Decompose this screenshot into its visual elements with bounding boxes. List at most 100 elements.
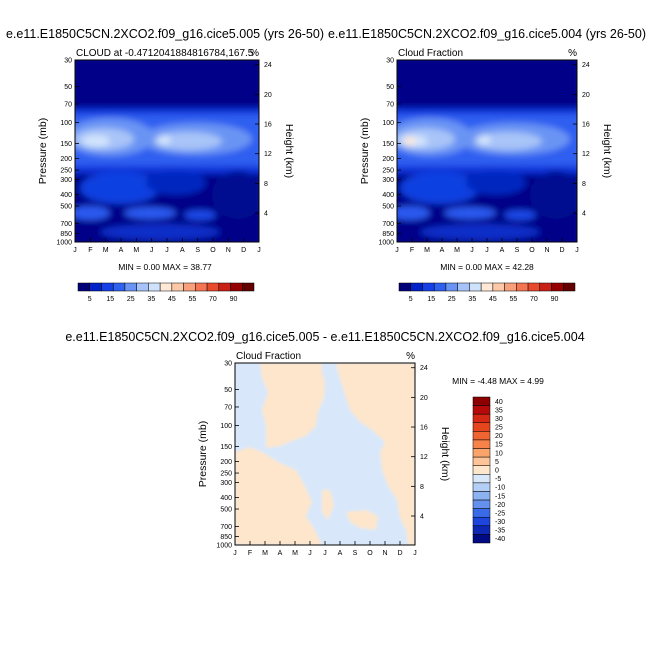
panel-3-colorbar-swatch xyxy=(472,516,491,527)
panel-2-colorbar-label: 70 xyxy=(530,296,538,303)
panel-1-colorbar-swatch xyxy=(101,282,114,292)
panel-1-colorbar-label: 25 xyxy=(127,296,135,303)
panel-3-subtitle-left: Cloud Fraction xyxy=(236,351,301,362)
panel-3-colorbar-label: -20 xyxy=(495,502,505,509)
panel-3-y-tick-label: 300 xyxy=(220,480,232,487)
panel-3-x-tick-label: F xyxy=(248,550,252,557)
panel-1-x-tick-label: N xyxy=(226,247,231,254)
panel-1-colorbar-swatch xyxy=(230,282,243,292)
panel-3-colorbar-swatch xyxy=(472,499,491,509)
panel-2-y-right-tick-label: 8 xyxy=(582,181,586,188)
panel-1-y-right-tick-label: 20 xyxy=(264,92,272,99)
panel-2-colorbar-swatch xyxy=(492,282,505,292)
panel-2-y-tick-label: 200 xyxy=(382,156,394,163)
panel-1-colorbar-swatch xyxy=(206,282,220,292)
panel-3-colorbar-swatch xyxy=(472,534,491,544)
panel-3-y-right-tick-label: 16 xyxy=(420,425,428,432)
panel-3-subtitle-right: % xyxy=(406,351,415,362)
panel-3-ylabel: Pressure (mb) xyxy=(197,421,209,488)
panel-3-y-tick-label: 30 xyxy=(224,361,232,368)
panel-3-x-tick-label: N xyxy=(382,550,387,557)
panel-3-y-tick-label: 500 xyxy=(220,507,232,514)
panel-1-x-tick-label: M xyxy=(103,247,109,254)
panel-3-colorbar-label: 40 xyxy=(495,399,503,406)
panel-1-y-right-tick-label: 16 xyxy=(264,122,272,129)
panel-3-y-axis-right: 24 20 16 12 8 4 xyxy=(411,365,428,521)
panel-1-y-right-tick-label: 24 xyxy=(264,62,272,69)
panel-3-colorbar-swatch xyxy=(472,508,491,518)
panel-1-y-tick-label: 500 xyxy=(60,204,72,211)
panel-1-colorbar-swatch xyxy=(218,282,231,292)
panel-1-plot-area xyxy=(75,60,259,242)
panel-3-colorbar-swatch xyxy=(472,448,491,458)
panel-1-y-axis-left: 30 50 70 100 150 200 250 300 400 500 700 850 1000 xyxy=(56,58,79,247)
panel-1-y-tick-label: 700 xyxy=(60,221,72,228)
panel-1-x-tick-label: J xyxy=(165,247,169,254)
panel-1-colorbar-swatch xyxy=(195,282,208,292)
panel-1-colorbar-swatch xyxy=(183,282,196,292)
panel-2-colorbar-label: 35 xyxy=(468,296,476,303)
panel-1-x-tick-label: J xyxy=(73,247,77,254)
panel-1-colorbar-label: 15 xyxy=(106,296,114,303)
panel-1-x-tick-label: J xyxy=(150,247,154,254)
panel-3-y-right-tick-label: 4 xyxy=(420,514,424,521)
panel-3-y-tick-label: 700 xyxy=(220,524,232,531)
panel-3-x-tick-label: J xyxy=(323,550,327,557)
panel-3-x-tick-label: J xyxy=(308,550,312,557)
panel-3-colorbar-swatch xyxy=(472,525,491,535)
panel-3-colorbar-label: -5 xyxy=(495,476,501,483)
panel-3-colorbar-swatch xyxy=(472,474,491,484)
panel-3-y-tick-label: 70 xyxy=(224,404,232,411)
panel-1-y-tick-label: 250 xyxy=(60,168,72,175)
panel-2-colorbar-label: 15 xyxy=(427,296,435,303)
panel-2-x-tick-label: F xyxy=(410,247,414,254)
panel-3-colorbar-label: 15 xyxy=(495,442,503,449)
panel-3-x-tick-label: O xyxy=(367,550,373,557)
panel-2-y-tick-label: 70 xyxy=(386,101,394,108)
panel-3-colorbar-swatch xyxy=(472,491,491,501)
panel-3-colorbar-label: -25 xyxy=(495,510,505,517)
panel-3-y-tick-label: 100 xyxy=(220,423,232,430)
panel-2-y-right-tick-label: 4 xyxy=(582,211,586,218)
panel-1-y-tick-label: 150 xyxy=(60,141,72,148)
panel-2-colorbar-swatch xyxy=(551,282,564,292)
panel-2-min-max: MIN = 0.00 MAX = 42.28 xyxy=(440,262,534,272)
panel-1-colorbar-swatch xyxy=(124,282,137,292)
panel-2-y-tick-label: 700 xyxy=(382,221,394,228)
panel-2-y-tick-label: 30 xyxy=(386,58,394,65)
panel-1-y-tick-label: 1000 xyxy=(56,240,72,247)
panel-2-colorbar-swatch xyxy=(527,282,541,292)
panel-3-colorbar-label: 20 xyxy=(495,433,503,440)
panel-3-y-right-tick-label: 20 xyxy=(420,395,428,402)
panel-1-colorbar-label: 70 xyxy=(209,296,217,303)
panel-1-colorbar-swatch xyxy=(159,282,173,292)
panel-2-colorbar-swatch xyxy=(422,282,435,292)
panel-1-title: e.e11.E1850C5CN.2XCO2.f09_g16.cice5.005 … xyxy=(6,27,324,41)
panel-2-colorbar-label: 45 xyxy=(489,296,497,303)
panel-3-ylabel-right: Height (km) xyxy=(439,427,451,481)
panel-3-colorbar-swatch xyxy=(472,396,491,406)
panel-3-colorbar-label: 0 xyxy=(495,468,499,475)
panel-2-y-tick-label: 100 xyxy=(382,120,394,127)
panel-2-subtitle-right: % xyxy=(568,48,577,59)
panel-1-x-tick-label: A xyxy=(180,247,185,254)
panel-2: e.e11.E1850C5CN.2XCO2.f09_g16.cice5.004 … xyxy=(328,27,646,303)
panel-1: e.e11.E1850C5CN.2XCO2.f09_g16.cice5.005 … xyxy=(6,27,324,303)
panel-3-colorbar-label: -10 xyxy=(495,485,505,492)
panel-3-x-tick-label: S xyxy=(353,550,358,557)
panel-1-ylabel: Pressure (mb) xyxy=(37,118,49,185)
panel-3-y-right-tick-label: 24 xyxy=(420,365,428,372)
panel-2-colorbar-swatch xyxy=(457,282,470,292)
panel-3-y-right-tick-label: 12 xyxy=(420,454,428,461)
panel-3-y-tick-label: 850 xyxy=(220,534,232,541)
panel-2-plot-area xyxy=(397,60,577,242)
panel-2-y-tick-label: 850 xyxy=(382,231,394,238)
panel-2-y-axis-right: 24 20 16 12 8 4 xyxy=(573,62,590,218)
panel-1-colorbar-swatch xyxy=(77,282,90,292)
panel-2-y-tick-label: 500 xyxy=(382,204,394,211)
panel-1-y-right-tick-label: 12 xyxy=(264,151,272,158)
panel-1-colorbar-swatch xyxy=(89,282,102,292)
